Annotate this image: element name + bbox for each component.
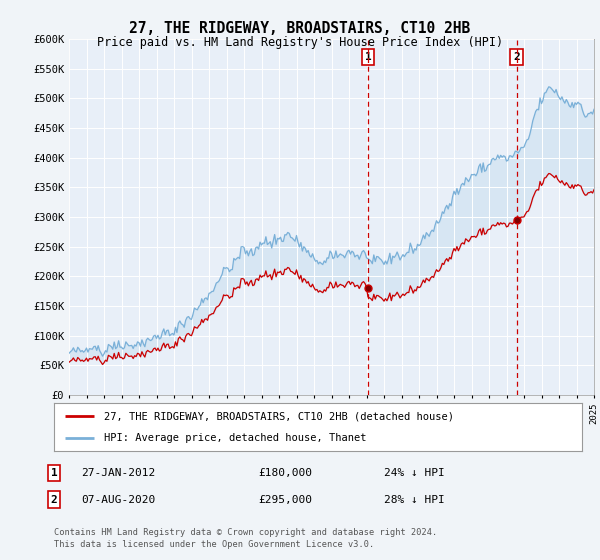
Text: 2: 2	[513, 52, 520, 62]
Text: Price paid vs. HM Land Registry's House Price Index (HPI): Price paid vs. HM Land Registry's House …	[97, 36, 503, 49]
Text: 1: 1	[365, 52, 371, 62]
Text: £180,000: £180,000	[258, 468, 312, 478]
Text: This data is licensed under the Open Government Licence v3.0.: This data is licensed under the Open Gov…	[54, 540, 374, 549]
Text: 07-AUG-2020: 07-AUG-2020	[81, 494, 155, 505]
Text: 27, THE RIDGEWAY, BROADSTAIRS, CT10 2HB (detached house): 27, THE RIDGEWAY, BROADSTAIRS, CT10 2HB …	[104, 411, 454, 421]
Text: 1: 1	[50, 468, 58, 478]
Text: Contains HM Land Registry data © Crown copyright and database right 2024.: Contains HM Land Registry data © Crown c…	[54, 528, 437, 536]
Text: 27-JAN-2012: 27-JAN-2012	[81, 468, 155, 478]
Text: 27, THE RIDGEWAY, BROADSTAIRS, CT10 2HB: 27, THE RIDGEWAY, BROADSTAIRS, CT10 2HB	[130, 21, 470, 36]
Text: 2: 2	[50, 494, 58, 505]
Text: 24% ↓ HPI: 24% ↓ HPI	[384, 468, 445, 478]
Text: 28% ↓ HPI: 28% ↓ HPI	[384, 494, 445, 505]
Text: HPI: Average price, detached house, Thanet: HPI: Average price, detached house, Than…	[104, 433, 367, 443]
Text: £295,000: £295,000	[258, 494, 312, 505]
